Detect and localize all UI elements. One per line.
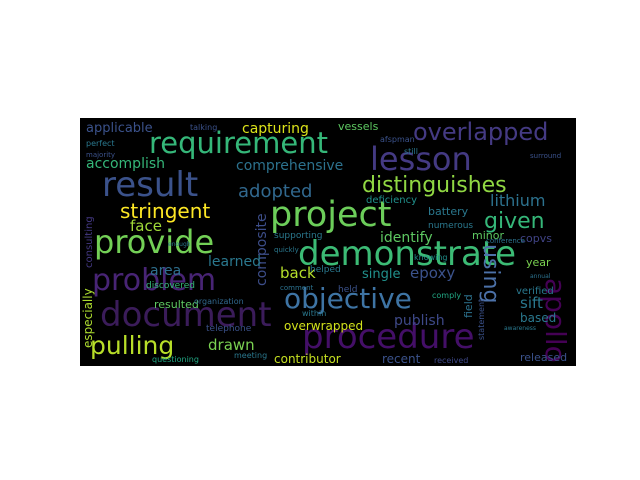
- word-discovered: discovered: [146, 281, 195, 291]
- word-meeting: meeting: [234, 351, 267, 360]
- word-document: document: [100, 295, 272, 335]
- word-awareness: awareness: [504, 325, 536, 332]
- word-overlapped: overlapped: [413, 118, 548, 146]
- word-cloud-background: [80, 118, 576, 366]
- word-consulting: consulting: [84, 216, 95, 268]
- word-apollo: apollo: [539, 278, 572, 363]
- word-lithium: lithium: [490, 191, 545, 210]
- word-requirement: requirement: [149, 126, 328, 160]
- word-released: released: [520, 351, 567, 364]
- word-helped: helped: [310, 265, 341, 275]
- word-verified: verified: [516, 286, 554, 297]
- word-supporting: supporting: [274, 231, 322, 241]
- word-problem: problem: [92, 263, 216, 298]
- word-accomplish: accomplish: [86, 156, 165, 172]
- word-majority: majority: [86, 151, 115, 159]
- word-organization: organization: [194, 297, 244, 306]
- word-knowing: knowing: [414, 253, 448, 262]
- word-based: based: [520, 311, 556, 325]
- word-cloud-canvas: requirement lesson overlapped result dis…: [80, 118, 576, 366]
- word-battery: battery: [428, 205, 469, 218]
- word-single: single: [362, 267, 401, 282]
- word-distinguishes: distinguishes: [362, 173, 507, 198]
- word-back: back: [280, 264, 316, 282]
- word-year: year: [526, 256, 551, 269]
- word-provide: provide: [94, 223, 214, 261]
- word-comply: comply: [432, 291, 461, 300]
- word-recent: recent: [382, 352, 421, 366]
- word-area: area: [150, 263, 181, 279]
- word-quickly: quickly: [274, 246, 299, 254]
- word-afspman: afspman: [380, 135, 415, 144]
- word-enough: enough: [168, 241, 191, 248]
- word-composite: composite: [254, 213, 270, 286]
- word-comment: comment: [280, 284, 314, 292]
- word-procedure: procedure: [302, 317, 475, 357]
- word-telephone: telephone: [206, 324, 252, 334]
- word-drawn: drawn: [208, 336, 255, 354]
- word-capturing: capturing: [242, 121, 309, 137]
- word-perfect: perfect: [86, 139, 115, 148]
- word-cloud: requirement lesson overlapped result dis…: [80, 118, 576, 366]
- word-overwrapped: overwrapped: [284, 319, 363, 333]
- word-surround: surround: [530, 152, 561, 160]
- word-contributor: contributor: [274, 352, 341, 366]
- word-numerous: numerous: [428, 221, 473, 231]
- word-objective: objective: [284, 282, 412, 315]
- word-project: project: [270, 195, 391, 235]
- word-pulling: pulling: [90, 331, 174, 360]
- word-result: result: [102, 165, 198, 205]
- word-vessels: vessels: [338, 120, 379, 133]
- word-adopted: adopted: [238, 181, 312, 202]
- word-stringent: stringent: [120, 199, 210, 223]
- word-still: still: [404, 147, 418, 156]
- word-annual: annual: [530, 273, 551, 280]
- word-given: given: [484, 209, 545, 234]
- word-epoxy: epoxy: [410, 264, 455, 282]
- word-questioning: questioning: [152, 355, 199, 364]
- word-publish: publish: [394, 313, 445, 329]
- word-lesson: lesson: [370, 140, 472, 178]
- word-using: using: [478, 244, 503, 303]
- word-within: within: [302, 309, 326, 318]
- word-comprehensive: comprehensive: [236, 158, 343, 174]
- word-demonstrate: demonstrate: [298, 234, 516, 274]
- word-learned: learned: [208, 254, 261, 270]
- word-held: held: [338, 285, 357, 295]
- word-resulted: resulted: [154, 298, 199, 311]
- word-minor: minor: [472, 229, 504, 242]
- word-copvs: copvs: [520, 232, 552, 245]
- word-talking: talking: [190, 123, 217, 132]
- word-sift: sift: [520, 294, 543, 312]
- word-field: field: [462, 294, 475, 318]
- word-statement: statement: [477, 299, 486, 340]
- word-identify: identify: [380, 230, 433, 246]
- word-received: received: [434, 356, 468, 365]
- word-conference: conference: [486, 237, 525, 245]
- word-face: face: [130, 217, 162, 235]
- word-deficiency: deficiency: [366, 195, 417, 206]
- word-especially: especially: [81, 288, 95, 348]
- word-applicable: applicable: [86, 121, 153, 136]
